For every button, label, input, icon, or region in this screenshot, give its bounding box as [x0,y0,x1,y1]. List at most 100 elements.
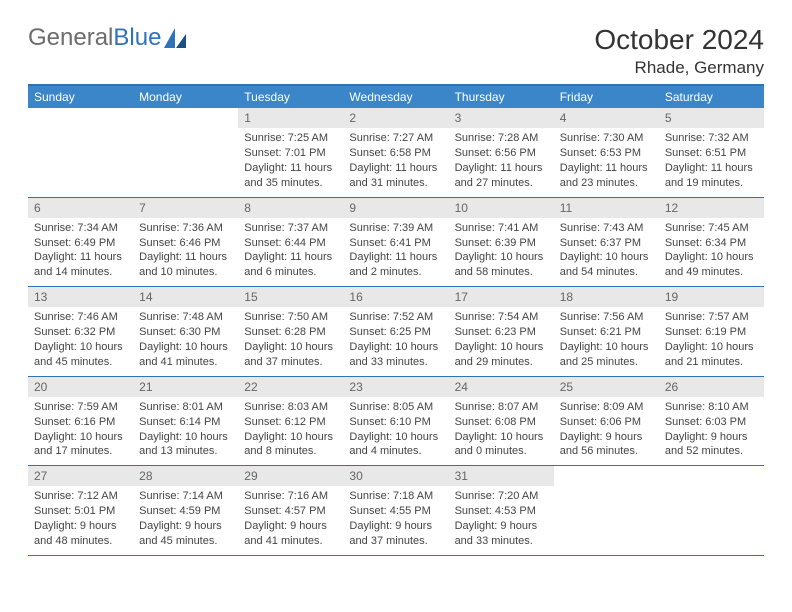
cell-body: Sunrise: 7:56 AMSunset: 6:21 PMDaylight:… [554,307,659,375]
daylight-text: Daylight: 10 hours and 33 minutes. [349,340,442,370]
cell-body: Sunrise: 8:07 AMSunset: 6:08 PMDaylight:… [449,397,554,465]
cell-body: Sunrise: 7:27 AMSunset: 6:58 PMDaylight:… [343,128,448,196]
sunrise-text: Sunrise: 7:48 AM [139,310,232,325]
daylight-text: Daylight: 9 hours and 52 minutes. [665,430,758,460]
sunrise-text: Sunrise: 7:41 AM [455,221,548,236]
cell-body: Sunrise: 7:39 AMSunset: 6:41 PMDaylight:… [343,218,448,286]
daylight-text: Daylight: 11 hours and 19 minutes. [665,161,758,191]
cell-body: Sunrise: 7:54 AMSunset: 6:23 PMDaylight:… [449,307,554,375]
page-title: October 2024 [594,24,764,56]
sunrise-text: Sunrise: 8:01 AM [139,400,232,415]
cell-body: Sunrise: 8:03 AMSunset: 6:12 PMDaylight:… [238,397,343,465]
day-number: 30 [343,466,448,486]
day-number: 28 [133,466,238,486]
day-number: 26 [659,377,764,397]
daylight-text: Daylight: 11 hours and 31 minutes. [349,161,442,191]
brand-name-1: General [28,24,113,52]
cell-body: Sunrise: 7:18 AMSunset: 4:55 PMDaylight:… [343,486,448,554]
cell-body: Sunrise: 7:46 AMSunset: 6:32 PMDaylight:… [28,307,133,375]
page-subtitle: Rhade, Germany [594,58,764,78]
day-number: 25 [554,377,659,397]
sunset-text: Sunset: 6:16 PM [34,415,127,430]
sunrise-text: Sunrise: 7:30 AM [560,131,653,146]
sunrise-text: Sunrise: 8:05 AM [349,400,442,415]
sunrise-text: Sunrise: 7:14 AM [139,489,232,504]
daylight-text: Daylight: 9 hours and 48 minutes. [34,519,127,549]
cell-body: Sunrise: 8:09 AMSunset: 6:06 PMDaylight:… [554,397,659,465]
page-header: GeneralBlue October 2024 Rhade, Germany [28,24,764,78]
calendar-cell [659,466,764,555]
calendar-cell: 9Sunrise: 7:39 AMSunset: 6:41 PMDaylight… [343,198,448,287]
cell-body: Sunrise: 7:41 AMSunset: 6:39 PMDaylight:… [449,218,554,286]
cell-body: Sunrise: 7:45 AMSunset: 6:34 PMDaylight:… [659,218,764,286]
calendar-cell: 5Sunrise: 7:32 AMSunset: 6:51 PMDaylight… [659,108,764,197]
daylight-text: Daylight: 11 hours and 27 minutes. [455,161,548,191]
day-number: 18 [554,287,659,307]
daylight-text: Daylight: 11 hours and 14 minutes. [34,250,127,280]
sunset-text: Sunset: 6:19 PM [665,325,758,340]
sunset-text: Sunset: 6:34 PM [665,236,758,251]
sunset-text: Sunset: 4:53 PM [455,504,548,519]
sunrise-text: Sunrise: 7:54 AM [455,310,548,325]
sunrise-text: Sunrise: 7:34 AM [34,221,127,236]
calendar-cell: 13Sunrise: 7:46 AMSunset: 6:32 PMDayligh… [28,287,133,376]
sunset-text: Sunset: 4:55 PM [349,504,442,519]
calendar-cell: 8Sunrise: 7:37 AMSunset: 6:44 PMDaylight… [238,198,343,287]
sunrise-text: Sunrise: 8:10 AM [665,400,758,415]
daylight-text: Daylight: 10 hours and 17 minutes. [34,430,127,460]
calendar-cell: 7Sunrise: 7:36 AMSunset: 6:46 PMDaylight… [133,198,238,287]
calendar-cell [133,108,238,197]
sunset-text: Sunset: 6:21 PM [560,325,653,340]
sunset-text: Sunset: 6:44 PM [244,236,337,251]
sunset-text: Sunset: 6:53 PM [560,146,653,161]
title-block: October 2024 Rhade, Germany [594,24,764,78]
sunrise-text: Sunrise: 7:36 AM [139,221,232,236]
calendar-cell [554,466,659,555]
cell-body: Sunrise: 7:16 AMSunset: 4:57 PMDaylight:… [238,486,343,554]
daylight-text: Daylight: 10 hours and 25 minutes. [560,340,653,370]
day-number: 21 [133,377,238,397]
cell-body: Sunrise: 7:52 AMSunset: 6:25 PMDaylight:… [343,307,448,375]
sunset-text: Sunset: 6:58 PM [349,146,442,161]
day-number: 24 [449,377,554,397]
daylight-text: Daylight: 10 hours and 41 minutes. [139,340,232,370]
cell-body: Sunrise: 7:25 AMSunset: 7:01 PMDaylight:… [238,128,343,196]
calendar-cell: 26Sunrise: 8:10 AMSunset: 6:03 PMDayligh… [659,377,764,466]
day-number: 7 [133,198,238,218]
daylight-text: Daylight: 11 hours and 2 minutes. [349,250,442,280]
daylight-text: Daylight: 11 hours and 6 minutes. [244,250,337,280]
day-header: Tuesday [238,86,343,108]
calendar-cell: 6Sunrise: 7:34 AMSunset: 6:49 PMDaylight… [28,198,133,287]
day-header: Saturday [659,86,764,108]
sunset-text: Sunset: 6:06 PM [560,415,653,430]
sunrise-text: Sunrise: 7:32 AM [665,131,758,146]
calendar-cell: 12Sunrise: 7:45 AMSunset: 6:34 PMDayligh… [659,198,764,287]
calendar-cell: 1Sunrise: 7:25 AMSunset: 7:01 PMDaylight… [238,108,343,197]
brand-name-2: Blue [113,24,161,52]
cell-body: Sunrise: 7:12 AMSunset: 5:01 PMDaylight:… [28,486,133,554]
daylight-text: Daylight: 10 hours and 45 minutes. [34,340,127,370]
calendar-week: 27Sunrise: 7:12 AMSunset: 5:01 PMDayligh… [28,466,764,556]
sunrise-text: Sunrise: 7:52 AM [349,310,442,325]
cell-body: Sunrise: 7:48 AMSunset: 6:30 PMDaylight:… [133,307,238,375]
calendar-week: 13Sunrise: 7:46 AMSunset: 6:32 PMDayligh… [28,287,764,377]
sunrise-text: Sunrise: 7:43 AM [560,221,653,236]
sunset-text: Sunset: 6:23 PM [455,325,548,340]
calendar-cell: 31Sunrise: 7:20 AMSunset: 4:53 PMDayligh… [449,466,554,555]
calendar-cell: 28Sunrise: 7:14 AMSunset: 4:59 PMDayligh… [133,466,238,555]
calendar-cell: 22Sunrise: 8:03 AMSunset: 6:12 PMDayligh… [238,377,343,466]
day-number: 10 [449,198,554,218]
calendar-cell: 18Sunrise: 7:56 AMSunset: 6:21 PMDayligh… [554,287,659,376]
day-number: 6 [28,198,133,218]
cell-body: Sunrise: 7:37 AMSunset: 6:44 PMDaylight:… [238,218,343,286]
sunrise-text: Sunrise: 7:37 AM [244,221,337,236]
calendar-cell: 4Sunrise: 7:30 AMSunset: 6:53 PMDaylight… [554,108,659,197]
day-number: 8 [238,198,343,218]
day-header: Thursday [449,86,554,108]
sunrise-text: Sunrise: 7:16 AM [244,489,337,504]
sunset-text: Sunset: 6:14 PM [139,415,232,430]
daylight-text: Daylight: 10 hours and 49 minutes. [665,250,758,280]
daylight-text: Daylight: 10 hours and 37 minutes. [244,340,337,370]
day-number: 5 [659,108,764,128]
cell-body: Sunrise: 8:05 AMSunset: 6:10 PMDaylight:… [343,397,448,465]
